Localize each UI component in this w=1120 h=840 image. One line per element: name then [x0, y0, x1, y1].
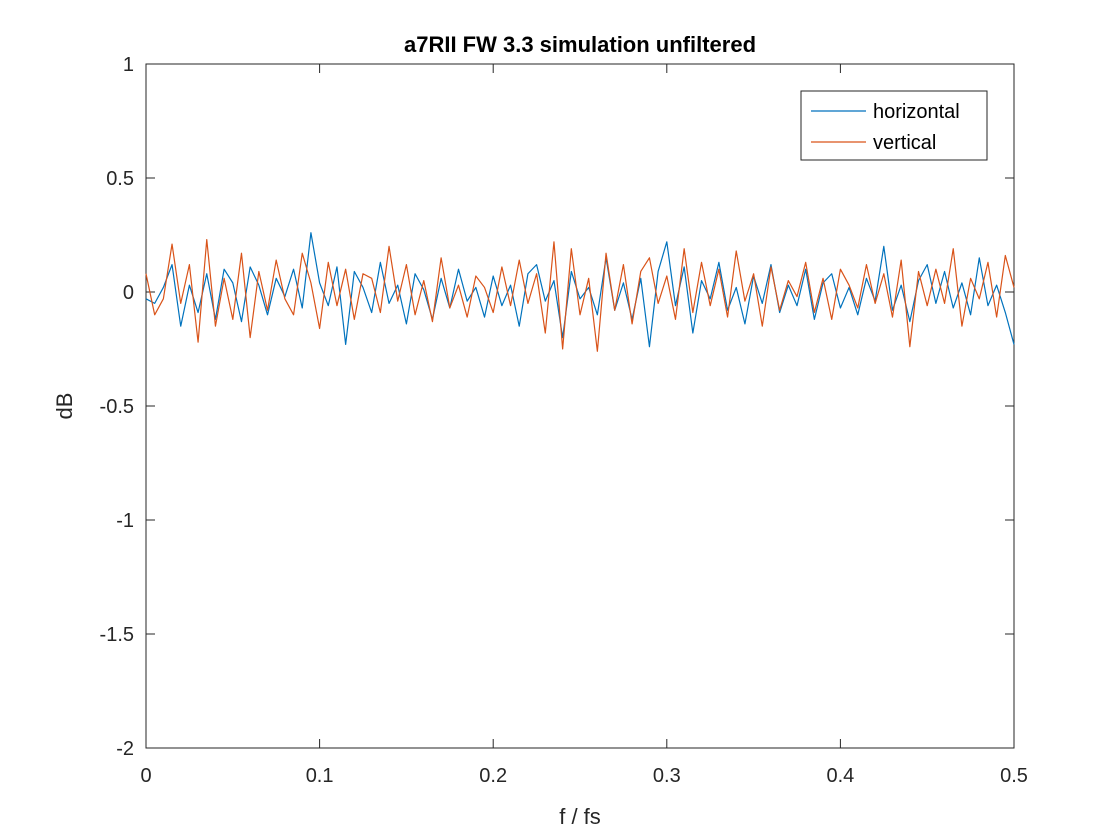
series-line-horizontal [145, 232, 1015, 348]
tick-labels: 0 0.1 0.2 0.3 0.4 0.5 -2 -1.5 -1 -0.5 0 0.5 1 [100, 54, 1028, 787]
plot-area: 0 0.1 0.2 0.3 0.4 0.5 -2 -1.5 -1 -0.5 0 0.5 1 [100, 54, 1028, 787]
y-tick-label: -0.5 [100, 396, 134, 418]
x-axis-label: f / fs [559, 804, 601, 829]
y-tick-label: -1 [116, 510, 134, 532]
x-tick-label: 0.5 [1000, 765, 1028, 787]
y-tick-label: -2 [116, 738, 134, 760]
series-lines [145, 232, 1015, 352]
y-tick-label: 0.5 [106, 168, 134, 190]
y-tick-label: 0 [123, 282, 134, 304]
x-tick-label: 0.3 [653, 765, 681, 787]
chart-title: a7RII FW 3.3 simulation unfiltered [404, 32, 756, 57]
tick-marks [145, 63, 1015, 749]
legend-label-vertical: vertical [873, 132, 936, 154]
x-tick-label: 0.2 [479, 765, 507, 787]
series-line-vertical [145, 238, 1015, 352]
y-axis-label: dB [52, 393, 77, 420]
legend: horizontal vertical [800, 90, 988, 161]
x-tick-label: 0 [140, 765, 151, 787]
axes-box [145, 63, 1015, 749]
legend-label-horizontal: horizontal [873, 101, 960, 123]
legend-box [800, 90, 988, 161]
y-tick-label: 1 [123, 54, 134, 76]
y-tick-label: -1.5 [100, 624, 134, 646]
x-tick-label: 0.1 [306, 765, 334, 787]
x-tick-label: 0.4 [826, 765, 854, 787]
